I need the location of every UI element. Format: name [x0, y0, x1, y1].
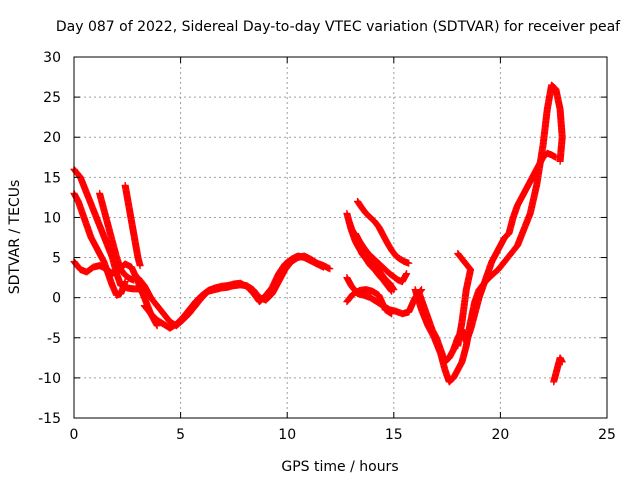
- chart-title: Day 087 of 2022, Sidereal Day-to-day VTE…: [56, 19, 621, 35]
- series-track-c: [70, 165, 144, 293]
- y-tick-label: -15: [38, 411, 61, 427]
- data-point: [403, 270, 411, 278]
- data-point: [319, 263, 327, 271]
- data-point: [387, 286, 395, 294]
- y-tick-label: 10: [43, 210, 61, 226]
- data-point: [388, 310, 396, 318]
- series-track-i: [343, 286, 396, 318]
- grid-lines: [74, 57, 607, 418]
- data-point: [405, 259, 413, 267]
- series-track-d: [96, 189, 138, 284]
- data-point: [558, 358, 566, 366]
- series-track-m: [354, 197, 413, 267]
- y-tick-label: 15: [43, 170, 61, 186]
- data-point: [454, 250, 462, 258]
- y-tick-label: 0: [52, 291, 61, 307]
- data-point: [454, 250, 462, 258]
- axis-ticks: 0 5 10 15 20 25 -15 -10 -5 0 5 10 15 20 25 30: [38, 50, 616, 443]
- data-point: [136, 285, 144, 293]
- x-tick-label: 15: [385, 427, 403, 443]
- x-tick-label: 0: [70, 427, 79, 443]
- y-tick-label: 20: [43, 130, 61, 146]
- y-tick-label: 25: [43, 90, 61, 106]
- series-track-p: [454, 250, 475, 350]
- data-point: [388, 287, 396, 295]
- x-tick-label: 25: [598, 427, 616, 443]
- x-tick-label: 20: [491, 427, 509, 443]
- series-track-q: [550, 354, 566, 386]
- y-tick-label: -10: [38, 371, 61, 387]
- series-track-f: [134, 252, 334, 330]
- data-point: [326, 265, 334, 273]
- data-point: [418, 286, 426, 294]
- series-track-g: [140, 252, 327, 332]
- data-points: [70, 81, 566, 386]
- x-tick-label: 5: [176, 427, 185, 443]
- x-axis-label: GPS time / hours: [281, 459, 398, 475]
- y-tick-label: -5: [47, 331, 61, 347]
- data-point: [556, 157, 564, 165]
- y-tick-label: 30: [43, 50, 61, 66]
- series-track-l: [351, 229, 411, 286]
- series-track-e: [121, 181, 144, 270]
- y-axis-label: SDTVAR / TECUs: [7, 180, 23, 295]
- y-tick-label: 5: [52, 251, 61, 267]
- plot-frame: [73, 56, 608, 419]
- series-track-o: [411, 81, 566, 386]
- x-tick-label: 10: [278, 427, 296, 443]
- data-point: [136, 262, 144, 270]
